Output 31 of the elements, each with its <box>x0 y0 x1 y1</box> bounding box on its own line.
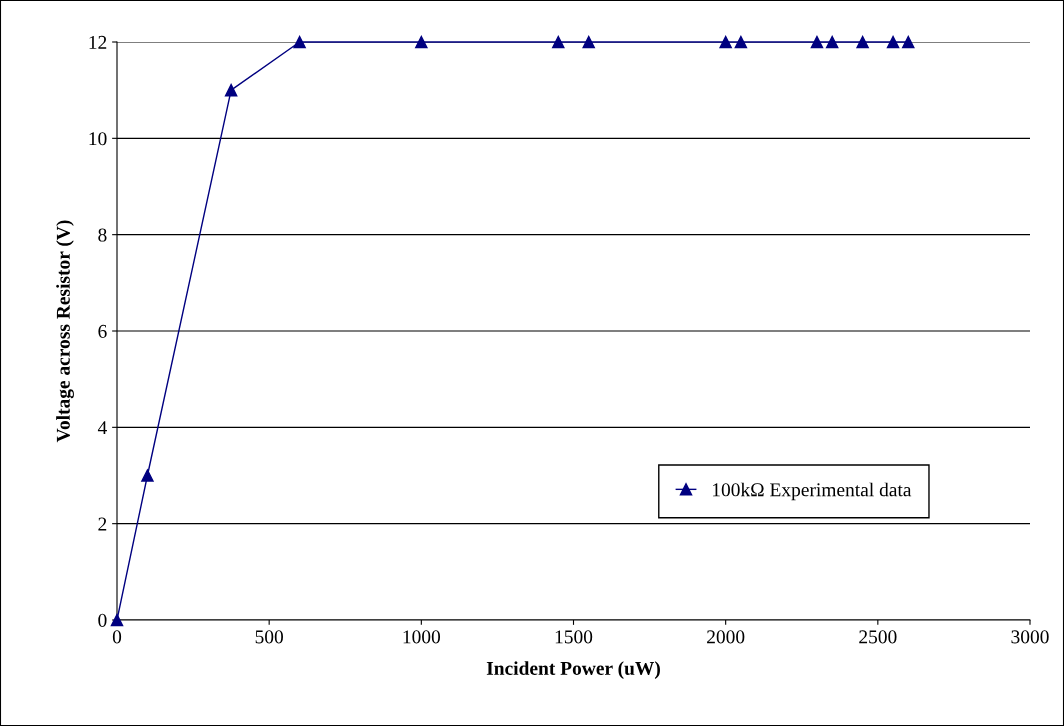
y-tick-label: 10 <box>89 132 107 146</box>
legend-label: 100kΩ Experimental data <box>713 482 912 501</box>
y-tick-label: 6 <box>98 324 107 338</box>
point <box>902 35 915 49</box>
point <box>415 35 428 49</box>
x-tick-label: 2500 <box>859 630 897 644</box>
point <box>582 35 595 49</box>
y-tick-label: 12 <box>89 35 107 49</box>
x-axis-title: Incident Power (uW) <box>486 661 660 679</box>
x-tick-label: 500 <box>255 630 284 644</box>
y-tick-label: 2 <box>98 517 107 531</box>
point <box>810 35 824 49</box>
x-tick-label: 1500 <box>555 630 593 644</box>
point <box>293 35 306 49</box>
x-tick-label: 1000 <box>403 630 441 644</box>
point <box>110 613 124 627</box>
point <box>856 35 869 49</box>
point <box>825 35 839 49</box>
y-tick-label: 0 <box>98 613 107 627</box>
y-axis-title: Voltage across Resistor (V) <box>56 220 74 443</box>
point <box>719 35 732 49</box>
point <box>886 35 900 49</box>
point <box>734 35 748 49</box>
x-tick-label: 0 <box>112 630 122 644</box>
x-tick-label: 3000 <box>1011 630 1049 644</box>
point <box>552 35 565 49</box>
y-tick-label: 4 <box>97 421 107 435</box>
point <box>141 469 154 482</box>
point <box>224 83 238 97</box>
y-tick-label: 8 <box>98 228 107 242</box>
x-tick-label: 2000 <box>707 630 745 644</box>
